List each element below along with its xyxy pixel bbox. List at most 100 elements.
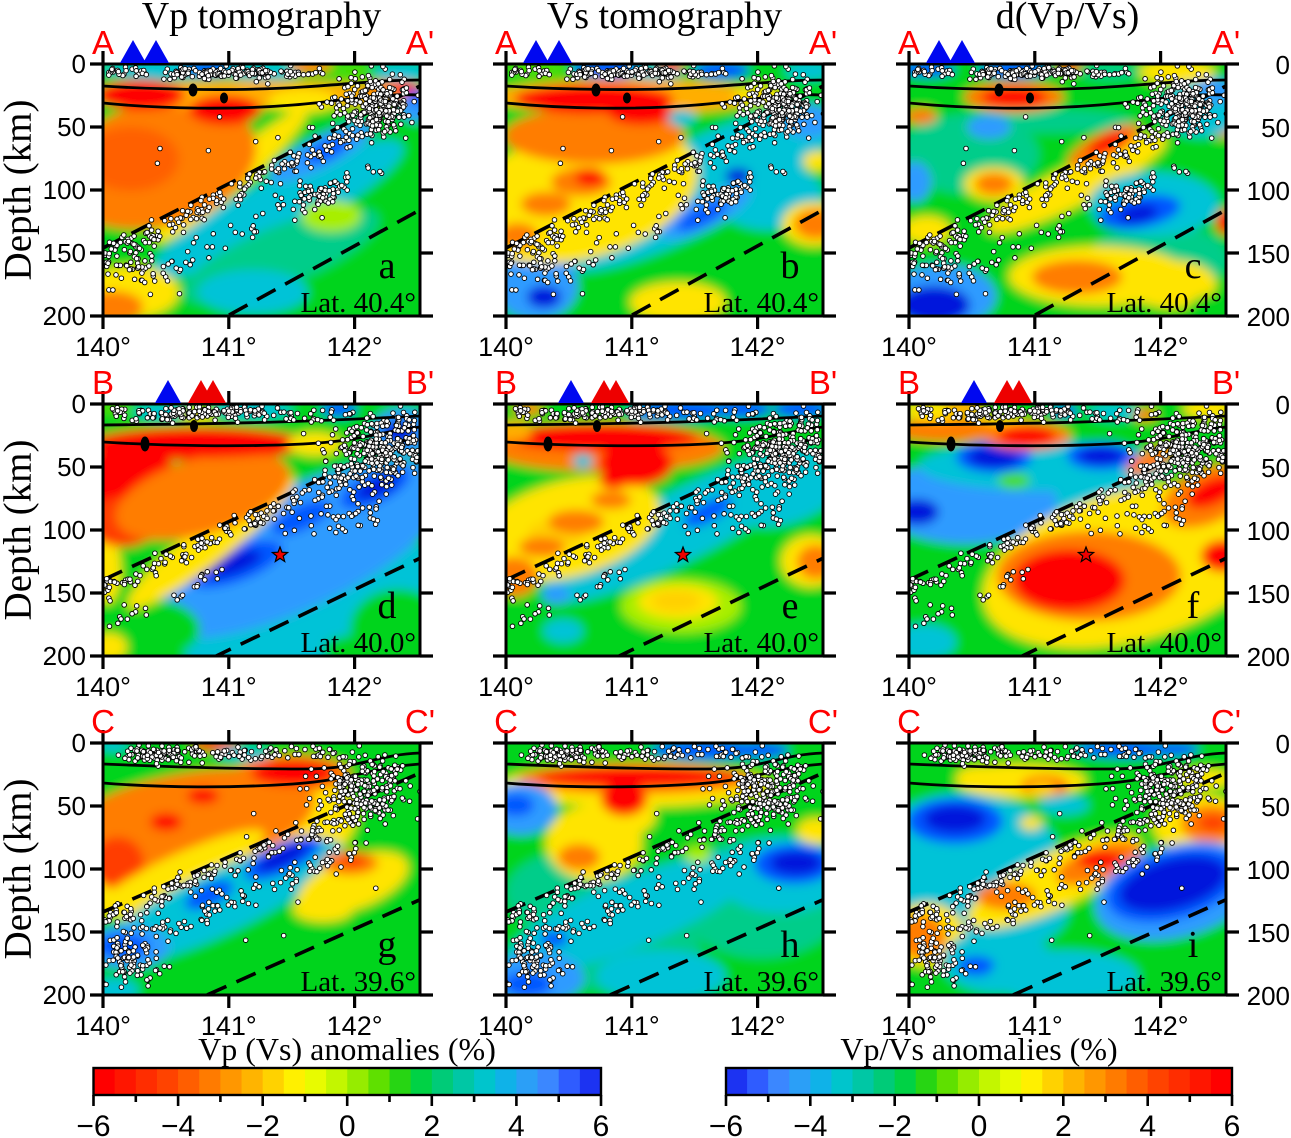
svg-text:i: i [1188, 924, 1199, 966]
svg-text:141°: 141° [1007, 672, 1063, 702]
svg-text:Lat. 39.6°: Lat. 39.6° [301, 966, 417, 998]
svg-text:Vp (Vs) anomalies (%): Vp (Vs) anomalies (%) [198, 1031, 496, 1067]
svg-text:d: d [378, 585, 397, 627]
svg-text:B: B [495, 364, 517, 401]
svg-text:Depth (km): Depth (km) [0, 440, 40, 621]
svg-text:Depth (km): Depth (km) [0, 100, 40, 281]
svg-text:0: 0 [1276, 390, 1290, 420]
svg-text:0: 0 [1276, 50, 1290, 80]
svg-text:140°: 140° [75, 672, 131, 702]
svg-text:140°: 140° [478, 672, 534, 702]
svg-text:140°: 140° [478, 1011, 534, 1041]
svg-text:Lat. 40.0°: Lat. 40.0° [704, 627, 820, 659]
svg-text:2: 2 [1055, 1110, 1072, 1138]
svg-text:C': C' [1211, 703, 1241, 740]
svg-text:141°: 141° [201, 332, 257, 362]
svg-text:−2: −2 [246, 1110, 280, 1138]
svg-text:Vp/Vs anomalies (%): Vp/Vs anomalies (%) [840, 1031, 1117, 1067]
svg-text:141°: 141° [604, 1011, 660, 1041]
svg-text:4: 4 [508, 1110, 525, 1138]
svg-text:h: h [781, 924, 800, 966]
svg-text:141°: 141° [1007, 1011, 1063, 1041]
svg-text:A: A [898, 24, 920, 61]
svg-text:50: 50 [1261, 792, 1290, 822]
svg-text:0: 0 [72, 49, 86, 79]
svg-text:B': B' [406, 364, 434, 401]
svg-text:100: 100 [1247, 855, 1290, 885]
svg-text:50: 50 [57, 791, 86, 821]
svg-text:−4: −4 [793, 1110, 827, 1138]
svg-text:c: c [1185, 245, 1202, 287]
svg-text:142°: 142° [730, 332, 786, 362]
svg-text:Lat. 40.4°: Lat. 40.4° [704, 287, 820, 319]
svg-text:−6: −6 [76, 1110, 110, 1138]
svg-text:B': B' [809, 364, 837, 401]
svg-text:A': A' [406, 24, 434, 61]
svg-text:0: 0 [971, 1110, 988, 1138]
svg-text:140°: 140° [75, 1011, 131, 1041]
svg-text:200: 200 [43, 641, 86, 671]
svg-text:C': C' [405, 703, 435, 740]
svg-text:200: 200 [1247, 302, 1290, 332]
svg-text:A: A [495, 24, 517, 61]
svg-text:−4: −4 [161, 1110, 195, 1138]
svg-text:a: a [379, 245, 396, 287]
svg-text:C: C [91, 703, 115, 740]
svg-text:150: 150 [43, 917, 86, 947]
svg-text:200: 200 [1247, 981, 1290, 1011]
svg-text:50: 50 [57, 452, 86, 482]
svg-text:142°: 142° [327, 1011, 383, 1041]
svg-text:A': A' [1212, 24, 1240, 61]
svg-text:Depth (km): Depth (km) [0, 779, 40, 960]
svg-text:200: 200 [1247, 642, 1290, 672]
svg-text:141°: 141° [604, 672, 660, 702]
svg-text:150: 150 [1247, 918, 1290, 948]
svg-text:140°: 140° [478, 332, 534, 362]
svg-text:140°: 140° [881, 1011, 937, 1041]
svg-text:100: 100 [43, 854, 86, 884]
svg-text:Lat. 39.6°: Lat. 39.6° [704, 966, 820, 998]
svg-text:150: 150 [1247, 579, 1290, 609]
svg-text:A: A [92, 24, 114, 61]
svg-text:−2: −2 [878, 1110, 912, 1138]
svg-text:2: 2 [423, 1110, 440, 1138]
svg-text:142°: 142° [730, 1011, 786, 1041]
svg-text:C: C [897, 703, 921, 740]
svg-text:100: 100 [1247, 516, 1290, 546]
svg-text:e: e [782, 585, 799, 627]
svg-text:Lat. 40.4°: Lat. 40.4° [301, 287, 417, 319]
svg-text:140°: 140° [75, 332, 131, 362]
svg-text:142°: 142° [1133, 1011, 1189, 1041]
svg-text:6: 6 [1224, 1110, 1241, 1138]
svg-text:142°: 142° [1133, 332, 1189, 362]
svg-text:200: 200 [43, 301, 86, 331]
svg-text:0: 0 [1276, 729, 1290, 759]
svg-text:0: 0 [72, 728, 86, 758]
svg-text:f: f [1187, 585, 1200, 627]
svg-text:Lat. 40.4°: Lat. 40.4° [1107, 287, 1223, 319]
svg-text:100: 100 [43, 175, 86, 205]
svg-text:141°: 141° [201, 672, 257, 702]
svg-text:142°: 142° [1133, 672, 1189, 702]
svg-text:50: 50 [1261, 113, 1290, 143]
svg-text:0: 0 [339, 1110, 356, 1138]
svg-text:50: 50 [1261, 453, 1290, 483]
svg-text:d(Vp/Vs): d(Vp/Vs) [996, 0, 1140, 37]
svg-text:Vp tomography: Vp tomography [142, 0, 382, 37]
svg-text:0: 0 [72, 389, 86, 419]
svg-text:C: C [494, 703, 518, 740]
svg-text:141°: 141° [1007, 332, 1063, 362]
svg-text:140°: 140° [881, 332, 937, 362]
svg-text:B': B' [1212, 364, 1240, 401]
svg-text:6: 6 [593, 1110, 610, 1138]
svg-text:Lat. 40.0°: Lat. 40.0° [301, 627, 417, 659]
svg-text:200: 200 [43, 980, 86, 1010]
svg-text:100: 100 [43, 515, 86, 545]
svg-text:C': C' [808, 703, 838, 740]
svg-text:141°: 141° [604, 332, 660, 362]
svg-text:142°: 142° [327, 332, 383, 362]
svg-text:B: B [92, 364, 114, 401]
svg-text:Lat. 39.6°: Lat. 39.6° [1107, 966, 1223, 998]
svg-text:100: 100 [1247, 176, 1290, 206]
svg-text:Lat. 40.0°: Lat. 40.0° [1107, 627, 1223, 659]
